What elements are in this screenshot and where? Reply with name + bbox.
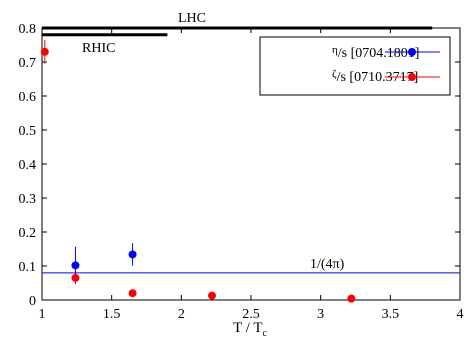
y-tick-label: 0.6 bbox=[19, 90, 37, 105]
x-tick-label: 1 bbox=[39, 307, 46, 322]
legend: η/s [0704.1801] ζ/s [0710.3717] bbox=[259, 36, 451, 96]
data-point-series-1 bbox=[207, 291, 216, 300]
series-group bbox=[40, 39, 356, 303]
range-label-rhic: RHIC bbox=[82, 41, 115, 56]
y-tick-label: 0.5 bbox=[19, 124, 37, 139]
x-tick-label: 2.5 bbox=[242, 307, 260, 322]
x-axis-label-main: T / T bbox=[233, 320, 262, 336]
legend-symbol-eta: η bbox=[332, 44, 338, 56]
legend-marker-eta bbox=[408, 48, 416, 56]
data-point-series-0 bbox=[71, 261, 80, 270]
x-tick-label: 1.5 bbox=[103, 307, 121, 322]
y-tick-label: 0.1 bbox=[19, 260, 37, 275]
reference-line-group: 1/(4π) bbox=[42, 257, 460, 274]
data-point-series-1 bbox=[40, 47, 49, 56]
y-tick-label: 0.4 bbox=[19, 158, 37, 173]
x-axis-label-sub: c bbox=[263, 328, 268, 339]
legend-text-eta: /s [0704.1801] bbox=[338, 46, 420, 61]
legend-marker-zeta bbox=[408, 73, 416, 81]
legend-text-zeta: /s [0710.3717] bbox=[337, 70, 419, 85]
axis-ticks: 1 1.5 2 2.5 3 3.5 4 0 0.1 0.2 0.3 0.4 0.5 0.6 0.7 0.8 bbox=[19, 22, 464, 322]
data-point-series-1 bbox=[347, 294, 356, 303]
range-label-lhc: LHC bbox=[178, 11, 206, 26]
y-tick-label: 0 bbox=[29, 294, 36, 309]
data-point-series-1 bbox=[71, 273, 80, 282]
data-point-series-0 bbox=[128, 250, 137, 259]
reference-line-label: 1/(4π) bbox=[310, 257, 345, 272]
x-tick-label: 3 bbox=[317, 307, 324, 322]
y-tick-label: 0.8 bbox=[19, 22, 37, 37]
legend-symbol-zeta: ζ bbox=[332, 68, 337, 80]
x-tick-label: 4 bbox=[457, 307, 464, 322]
x-axis-label: T / Tc bbox=[233, 320, 267, 339]
data-point-series-1 bbox=[128, 289, 137, 298]
y-tick-label: 0.3 bbox=[19, 192, 37, 207]
legend-box bbox=[259, 36, 451, 96]
y-tick-label: 0.7 bbox=[19, 56, 37, 71]
x-tick-label: 2 bbox=[178, 307, 185, 322]
y-tick-label: 0.2 bbox=[19, 226, 37, 241]
x-tick-label: 3.5 bbox=[382, 307, 400, 322]
legend-label-eta: η/s [0704.1801] bbox=[332, 44, 419, 61]
range-bars: RHIC LHC bbox=[42, 11, 433, 56]
legend-label-zeta: ζ/s [0710.3717] bbox=[332, 68, 418, 85]
